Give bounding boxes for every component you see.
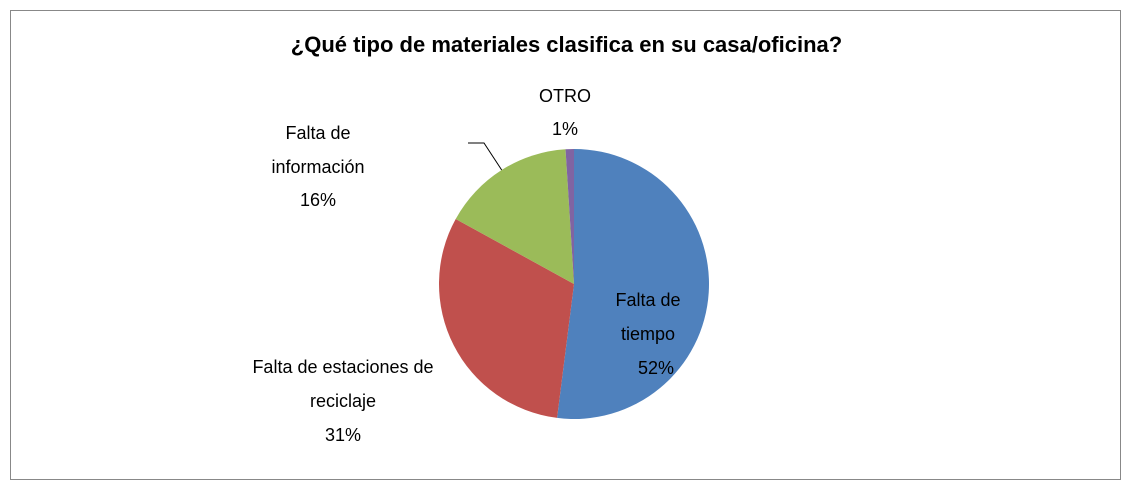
value-label: 1% [551,119,579,139]
chart-title: ¿Qué tipo de materiales clasifica en su … [290,32,843,57]
pie-slice [439,218,574,418]
slice-label: Falta de información [271,123,365,177]
page: ¿Qué tipo de materiales clasifica en su … [10,10,1121,480]
chart [439,142,710,420]
pie-slice [557,149,710,420]
leader-line [468,142,504,173]
pie-slice [565,149,574,284]
value-label: 52% [637,358,675,378]
slice-label: OTRO [539,86,591,106]
pie-slice [455,149,574,284]
value-label: 31% [324,425,362,445]
slice-label: Falta de tiempo [615,290,681,344]
slice-label: Falta de estaciones de reciclaje [252,357,434,411]
value-label: 16% [299,190,337,210]
